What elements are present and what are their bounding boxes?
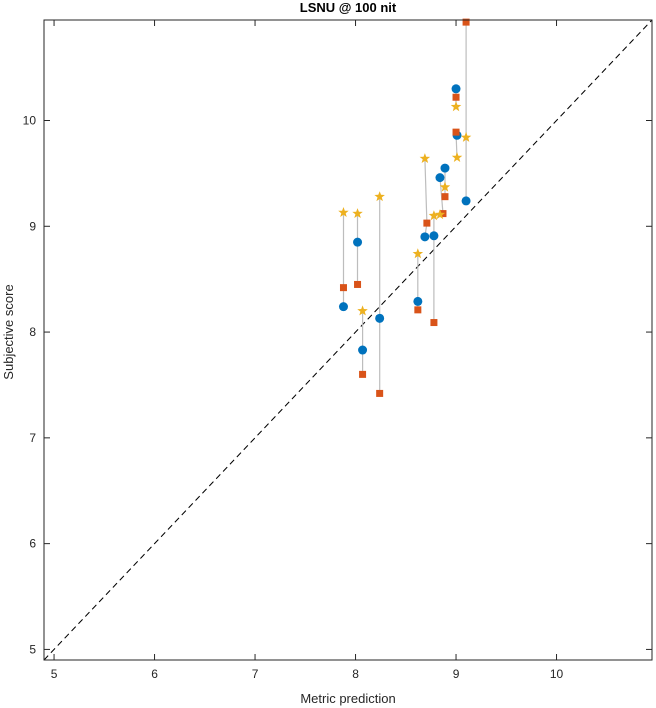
circle-marker [435,173,445,183]
circle-marker [375,313,385,323]
square-marker [359,370,367,378]
x-tick-label: 6 [151,667,158,681]
star-marker [357,305,368,316]
y-tick-label: 10 [23,113,37,127]
star-marker [460,131,472,142]
square-marker [339,284,347,292]
axis-ticks: 5 6 7 8 9 10 5 6 7 8 9 10 [23,20,652,681]
y-tick-label: 9 [29,219,36,233]
star-marker [338,207,349,217]
square-marker [462,18,470,26]
square-marker [414,306,422,314]
y-axis-label: Subjective score [1,284,16,379]
square-marker [430,319,438,327]
x-axis-label: Metric prediction [300,691,395,706]
x-tick-label: 7 [252,667,259,681]
chart-title: LSNU @ 100 nit [300,0,397,15]
x-tick-label: 8 [352,667,359,681]
square-marker [423,219,431,227]
star-marker [434,209,446,220]
square-marker [452,93,460,101]
circle-marker [429,231,439,241]
circle-marker [451,84,461,94]
square-marker [441,193,449,201]
y-tick-label: 6 [29,537,36,551]
circle-marker [358,345,368,355]
y-tick-label: 7 [29,431,36,445]
square-marker [376,389,384,397]
circle-marker [353,237,363,247]
star-marker [450,101,462,112]
y-tick-label: 5 [29,642,36,656]
circle-marker [338,302,348,312]
plot-frame [43,19,653,661]
star-marker [412,248,424,259]
star-marker [451,152,463,162]
reference-diagonal-line [43,19,653,661]
square-marker [354,280,362,288]
square-marker [452,128,460,136]
star-marker [428,210,440,221]
circle-marker [440,163,450,173]
plot-area [43,18,653,661]
star-marker [352,208,363,218]
x-tick-label: 10 [550,667,564,681]
x-tick-label: 5 [51,667,58,681]
circle-marker [413,296,423,306]
star-marker [439,181,451,192]
circle-marker [420,232,430,242]
y-tick-label: 8 [29,325,36,339]
star-marker [374,191,385,202]
circle-marker [461,196,471,206]
star-marker [419,153,431,163]
x-tick-label: 9 [453,667,460,681]
